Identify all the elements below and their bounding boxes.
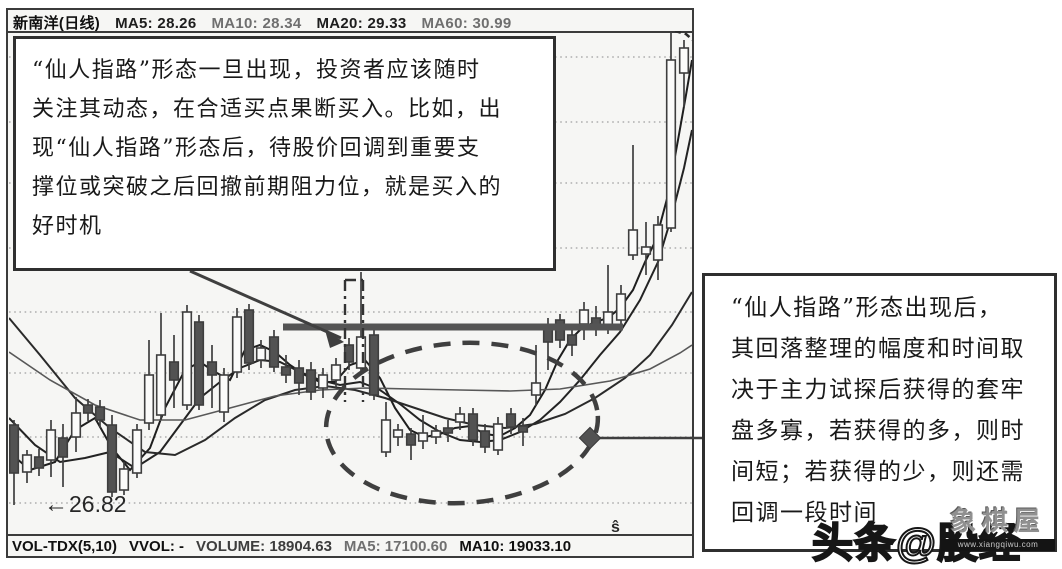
- annotation-box-right: “仙人指路”形态出现后， 其回落整理的幅度和时间取 决于主力试探后获得的套牢 盘…: [702, 273, 1057, 552]
- plot-area: [9, 31, 692, 506]
- left-arrow-icon: ←: [44, 491, 68, 518]
- vvol-value: VVOL: -: [129, 538, 185, 555]
- volume-indicator-bar: VOL-TDX(5,10) VVOL: - VOLUME: 18904.63 MA5:…: [8, 534, 692, 556]
- annotation-line: 撑位或突破之后回撤前期阻力位，就是买入的: [32, 175, 503, 200]
- resistance-line: [283, 323, 623, 331]
- consolidation-ellipse: [323, 340, 601, 506]
- annotation-line: 关注其动态，在合适买点果断买入。比如，出: [32, 97, 503, 122]
- ma60-value: MA60: 30.99: [421, 15, 512, 32]
- chart-annotations: [189, 31, 692, 506]
- peak-dash-mark: [674, 31, 692, 42]
- annotation-line: 好时机: [32, 214, 103, 239]
- annotation-line: “仙人指路”形态一旦出现，投资者应该随时: [32, 58, 481, 83]
- price-pointer-label: ←26.82: [44, 491, 127, 519]
- vol-ma10-value: MA10: 19033.10: [459, 538, 572, 555]
- ma5-value: MA5: 28.26: [115, 15, 197, 32]
- price-value: 26.82: [69, 491, 127, 517]
- site-logo: 象棋屋 www.xiangqiwu.com: [941, 501, 1055, 551]
- annotation-line: 盘多寡，若获得的多，则时: [731, 418, 1025, 444]
- site-logo-url: www.xiangqiwu.com: [941, 539, 1055, 551]
- left-box-pointer-line: [189, 269, 342, 340]
- annotation-line: 间短；若获得的少，则还需: [731, 459, 1025, 485]
- symbol-title: 新南洋(日线): [13, 15, 101, 32]
- ma-mid: [9, 129, 692, 470]
- sell-marker: ŝ: [611, 519, 620, 536]
- annotation-box-left: “仙人指路”形态一旦出现，投资者应该随时 关注其动态，在合适买点果断买入。比如，…: [13, 36, 556, 271]
- ma20-value: MA20: 29.33: [316, 15, 407, 32]
- vol-indicator-name: VOL-TDX(5,10): [12, 538, 118, 555]
- pointer-arrowhead-icon: [325, 330, 344, 348]
- annotation-line: 其回落整理的幅度和时间取: [731, 336, 1025, 362]
- annotation-line: “仙人指路”形态出现后，: [731, 295, 1003, 321]
- diamond-marker: [578, 426, 602, 450]
- annotation-line: 决于主力试探后获得的套牢: [731, 377, 1025, 403]
- ma-long: [9, 344, 692, 421]
- annotation-line: 现“仙人指路”形态后，待股价回调到重要支: [32, 136, 481, 161]
- callout-connector: [578, 426, 703, 450]
- annotation-line: 回调一段时间: [731, 500, 878, 526]
- ma10-value: MA10: 28.34: [211, 15, 302, 32]
- site-logo-text: 象棋屋: [949, 506, 1046, 536]
- vol-ma5-value: MA5: 17100.60: [343, 538, 448, 555]
- chart-title-bar: 新南洋(日线) MA5: 28.26 MA10: 28.34 MA20: 29.33 M…: [8, 10, 692, 33]
- volume-value: VOLUME: 18904.63: [196, 538, 332, 555]
